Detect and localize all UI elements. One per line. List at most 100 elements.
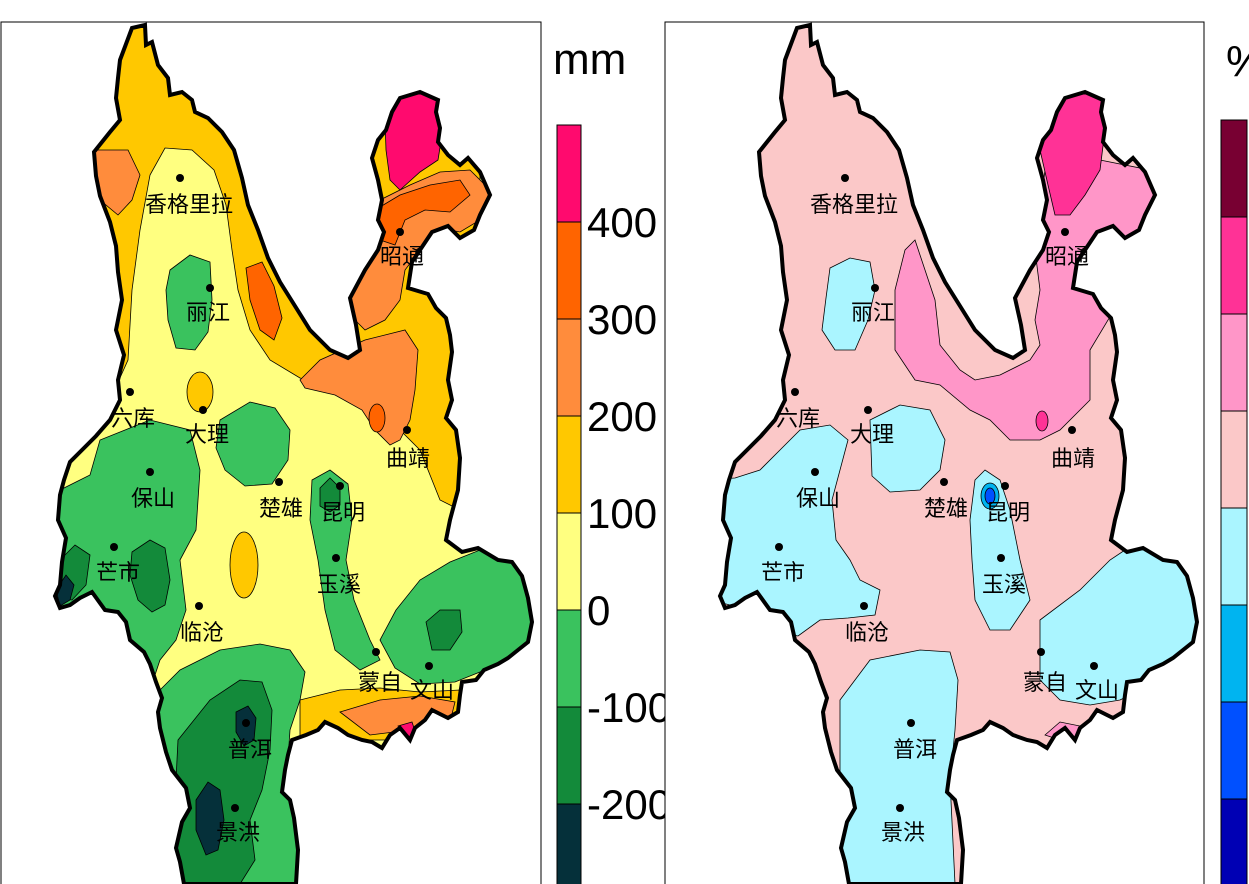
left-city-label: 楚雄 [259,497,303,522]
right-city-dot [860,602,868,610]
left-city-dot [425,662,433,670]
right-city-dot [841,174,849,182]
left-city-dot [195,602,203,610]
left-city-dot [231,804,239,812]
left-city-dot [336,482,344,490]
right-region-negative-chuxiong [869,404,946,493]
left-city-label: 曲靖 [386,447,430,472]
right-city-dot [775,543,783,551]
left-legend-tick-label: -200 [587,781,671,828]
right-city-dot [1037,648,1045,656]
left-legend-bin-4 [556,415,582,514]
left-legend: mm -200 -100 0 100 200 300 400 [553,35,671,884]
right-legend-bin-3 [1220,507,1248,606]
left-city-label: 昭通 [380,245,424,270]
left-region-minus100-minus200-baoshan [129,539,171,613]
left-city-dot [396,228,404,236]
left-city-dot [403,426,411,434]
right-region-strong-positive-qujing [1035,410,1049,432]
left-city-label: 蒙自 [358,671,402,696]
left-city-label: 文山 [410,679,454,704]
right-region-negative-kunming-core [984,487,996,505]
right-legend-unit: % [1226,37,1249,86]
left-region-100-200-chuxiong [229,531,259,599]
left-legend-ticks: -200 -100 0 100 200 300 400 [587,199,671,828]
right-city-label: 曲靖 [1051,447,1095,472]
left-city-label: 临沧 [180,621,224,646]
left-city-label: 保山 [131,487,175,512]
left-city-label: 普洱 [228,738,272,763]
right-city-label: 昭通 [1045,245,1089,270]
right-city-dot [1068,426,1076,434]
right-city-dot [1090,662,1098,670]
right-city-label: 大理 [850,423,894,448]
left-legend-tick-label: 200 [587,393,657,440]
right-legend-bin-6 [1220,216,1248,315]
right-region-negative-lijiang [821,257,876,351]
left-city-label: 景洪 [216,821,260,846]
left-legend-bin-0 [556,803,582,884]
right-city-label: 保山 [796,487,840,512]
left-city-label: 昆明 [321,501,365,526]
right-city-label: 楚雄 [924,497,968,522]
left-legend-bin-6 [556,221,582,320]
right-legend-bin-5 [1220,313,1248,412]
left-region-300-400-lijiang [245,261,283,341]
left-city-label: 丽江 [186,301,230,326]
right-city-label: 临沧 [845,621,889,646]
left-legend-unit: mm [553,35,626,84]
right-region-negative-south [839,649,959,884]
left-city-dot [110,543,118,551]
right-city-label: 普洱 [893,738,937,763]
left-city-dot [126,388,134,396]
left-legend-tick-label: 300 [587,296,657,343]
left-legend-bin-1 [556,706,582,805]
left-region-0-minus100-lijiang [165,254,213,351]
left-city-dot [146,468,154,476]
left-city-dot [372,648,380,656]
left-city-label: 六库 [111,407,155,432]
left-legend-bin-7 [556,124,582,223]
right-city-label: 丽江 [851,301,895,326]
right-city-dot [811,468,819,476]
right-legend-bin-4 [1220,410,1248,509]
left-region-300-400-qujing [368,403,386,433]
left-city-label: 大理 [185,423,229,448]
left-city-dot [199,406,207,414]
right-legend-bin-2 [1220,604,1248,703]
left-city-label: 玉溪 [317,573,361,598]
left-region-minus100-minus200-wenshan [425,609,463,651]
left-city-dot [242,719,250,727]
right-city-label: 芒市 [761,561,805,586]
left-legend-tick-label: 400 [587,199,657,246]
left-legend-tick-label: 0 [587,587,610,634]
left-region-below-minus200-jinghong [195,781,225,856]
right-city-dot [791,388,799,396]
right-city-label: 文山 [1075,679,1119,704]
right-region-negative-yuxi [969,469,1031,631]
right-city-dot [907,719,915,727]
left-legend-colorbar [556,124,582,884]
right-city-dot [864,406,872,414]
right-city-label: 昆明 [986,501,1030,526]
left-legend-tick-label: 100 [587,490,657,537]
left-city-dot [275,478,283,486]
left-city-dot [206,284,214,292]
right-legend-bin-7 [1220,119,1248,218]
right-city-label: 蒙自 [1023,671,1067,696]
right-city-dot [940,478,948,486]
right-city-label: 六库 [776,407,820,432]
right-city-label: 香格里拉 [810,193,898,218]
left-city-label: 香格里拉 [145,193,233,218]
left-legend-bin-3 [556,512,582,611]
left-region-0-minus100-chuxiong [215,401,291,487]
left-city-dot [176,174,184,182]
left-legend-bin-5 [556,318,582,417]
right-legend-bin-0 [1220,798,1248,884]
left-city-dot [332,554,340,562]
